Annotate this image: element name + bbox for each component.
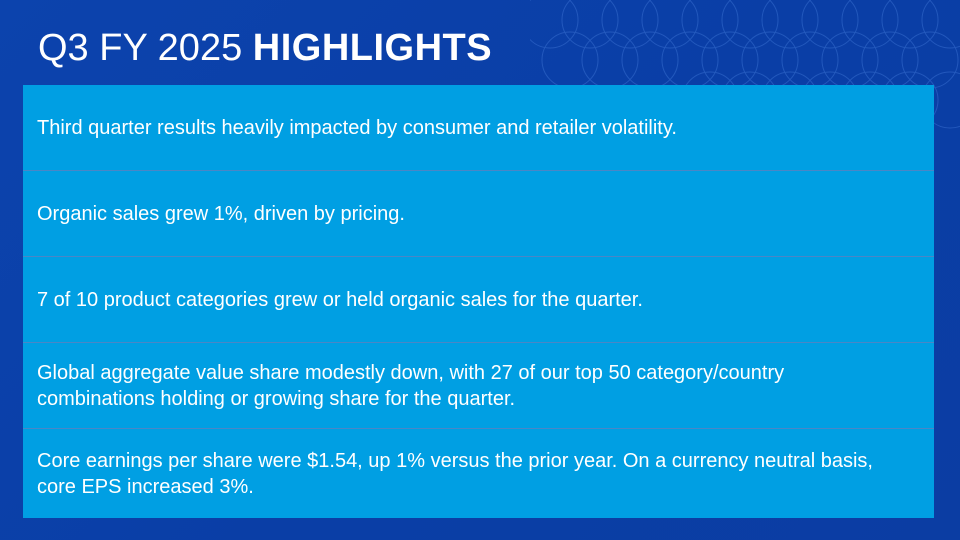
highlight-text: Global aggregate value share modestly do… xyxy=(37,361,785,410)
decorative-circle-pattern xyxy=(530,0,960,129)
highlight-text: Third quarter results heavily impacted b… xyxy=(37,116,677,139)
slide-title-heading: HIGHLIGHTS xyxy=(252,27,493,69)
highlight-text: 7 of 10 product categories grew or held … xyxy=(37,288,643,311)
slide-title-period: Q3 FY 2025 xyxy=(38,27,243,69)
highlight-text: Organic sales grew 1%, driven by pricing… xyxy=(37,202,405,225)
highlight-row: Core earnings per share were $1.54, up 1… xyxy=(23,429,934,518)
highlight-row: 7 of 10 product categories grew or held … xyxy=(23,257,934,343)
highlight-row: Third quarter results heavily impacted b… xyxy=(23,85,934,171)
highlight-text: Core earnings per share were $1.54, up 1… xyxy=(37,449,873,498)
highlight-row: Global aggregate value share modestly do… xyxy=(23,343,934,429)
highlight-row: Organic sales grew 1%, driven by pricing… xyxy=(23,171,934,257)
highlights-panel: Third quarter results heavily impacted b… xyxy=(23,85,934,518)
slide-title: Q3 FY 2025 HIGHLIGHTS xyxy=(38,24,492,72)
